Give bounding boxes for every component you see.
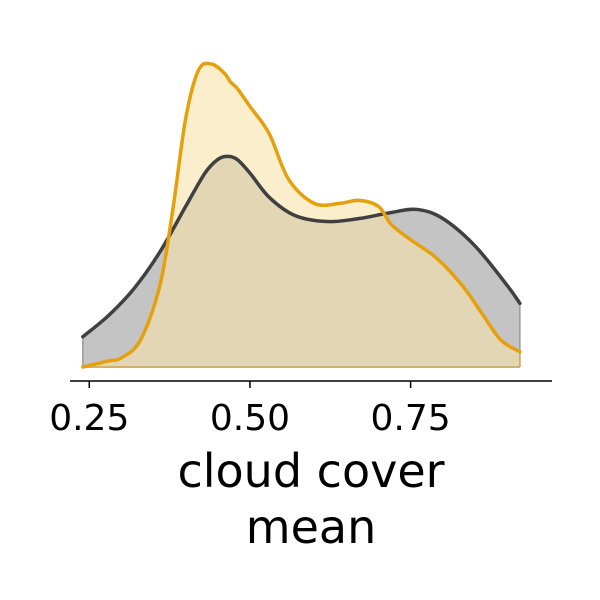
density-area-series-2	[82, 63, 520, 367]
density-area-edge-series-2	[82, 351, 521, 368]
plot-area	[81, 61, 522, 369]
density-line-series-1	[81, 154, 522, 339]
x-axis-label-line-1: cloud cover	[177, 444, 444, 498]
density-line-series-2	[81, 61, 522, 369]
x-tick-label: 0.25	[49, 398, 129, 439]
x-tick-label: 0.50	[210, 398, 290, 439]
x-axis-ticks: 0.25 0.50 0.75	[49, 381, 451, 439]
x-axis-label-line-2: mean	[246, 500, 376, 554]
x-tick-label: 0.75	[371, 398, 451, 439]
